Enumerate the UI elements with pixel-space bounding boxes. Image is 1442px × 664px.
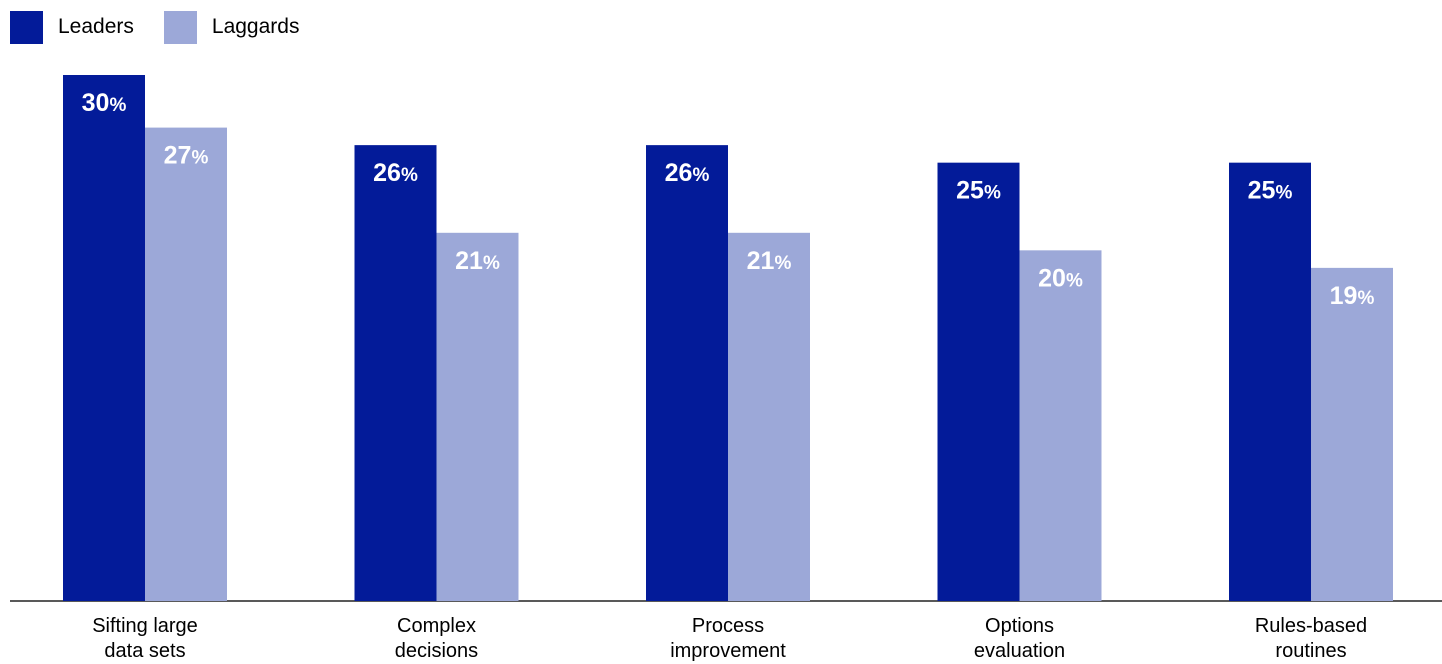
bar-laggards [1311, 267, 1393, 601]
chart-legend: Leaders Laggards [10, 10, 329, 44]
legend-label-laggards: Laggards [211, 15, 300, 38]
bar-laggards [728, 232, 810, 602]
bar-laggards [1019, 250, 1102, 602]
data-label-leaders: 26% [665, 159, 710, 187]
category-label: improvement [670, 640, 786, 662]
data-label-laggards: 19% [1330, 282, 1375, 310]
category-label: Sifting large [92, 615, 198, 637]
bar-laggards [436, 232, 519, 602]
data-label-laggards: 21% [455, 247, 500, 275]
bar-leaders [646, 145, 728, 601]
legend-item-laggards: Laggards [163, 10, 300, 44]
bar-leaders [63, 75, 145, 601]
data-label-laggards: 20% [1038, 264, 1083, 292]
data-label-leaders: 26% [373, 159, 418, 187]
legend-label-leaders: Leaders [58, 15, 134, 38]
data-label-leaders: 25% [956, 177, 1001, 205]
category-label: decisions [395, 640, 478, 662]
category-label: Complex [397, 615, 476, 637]
bar-laggards [145, 127, 227, 601]
data-label-laggards: 27% [164, 142, 209, 170]
bar-leaders [937, 162, 1020, 601]
legend-item-leaders: Leaders [10, 10, 134, 44]
legend-swatch-leaders [10, 10, 43, 44]
data-label-leaders: 30% [82, 89, 127, 117]
legend-swatch-laggards [163, 10, 197, 44]
bar-leaders [1229, 162, 1311, 601]
category-label: evaluation [974, 640, 1065, 662]
category-label: Process [692, 615, 764, 637]
bar-leaders [354, 145, 437, 601]
data-label-leaders: 25% [1248, 177, 1293, 205]
category-label: data sets [104, 640, 185, 662]
category-label: Options [985, 615, 1054, 637]
category-label: Rules-based [1255, 615, 1367, 637]
category-label: routines [1275, 640, 1346, 662]
data-label-laggards: 21% [747, 247, 792, 275]
